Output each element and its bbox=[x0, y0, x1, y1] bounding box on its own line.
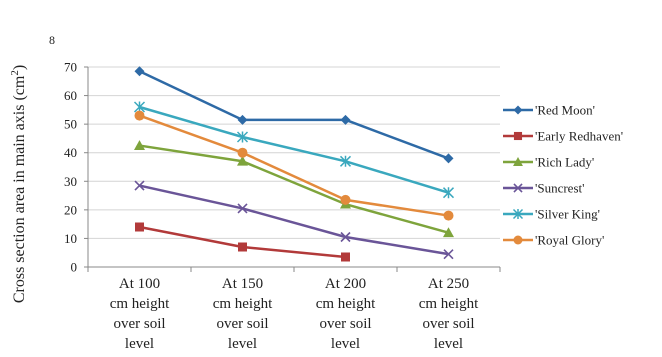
x-category-labels: At 100 cm height over soil level At 150 cm he… bbox=[110, 276, 479, 352]
legend-entry: 'Silver King' bbox=[503, 207, 600, 222]
data-point bbox=[339, 155, 352, 167]
legend-entry: 'Suncrest' bbox=[503, 181, 584, 196]
x-category-label: At 100 cm height over soil level bbox=[110, 276, 170, 352]
legend-label: 'Suncrest' bbox=[535, 181, 584, 196]
series-line bbox=[139, 225, 346, 259]
y-tick-label: 50 bbox=[64, 117, 77, 132]
data-point bbox=[134, 140, 145, 150]
data-point bbox=[236, 131, 249, 143]
data-point bbox=[134, 66, 145, 77]
y-tick-label: 40 bbox=[64, 145, 77, 160]
series-line bbox=[139, 144, 449, 234]
axes bbox=[84, 66, 501, 272]
data-point bbox=[443, 227, 454, 238]
data-point bbox=[340, 194, 351, 205]
x-category-label-line: level bbox=[331, 336, 360, 352]
y-tick-label: 60 bbox=[64, 88, 77, 103]
y-tick-label: 70 bbox=[64, 60, 77, 75]
legend-entry: 'Red Moon' bbox=[503, 103, 595, 118]
series-5 bbox=[134, 110, 454, 221]
data-point bbox=[443, 249, 454, 260]
data-point bbox=[513, 131, 523, 141]
x-category-label-line: over soil bbox=[319, 316, 371, 332]
y-tick-labels: 0 10 20 30 40 50 60 70 bbox=[64, 60, 77, 275]
x-category-label: At 150 cm height over soil level bbox=[213, 276, 273, 352]
gridlines bbox=[88, 66, 500, 239]
legend-label: 'Royal Glory' bbox=[535, 233, 604, 248]
x-category-label-line: level bbox=[125, 336, 154, 352]
data-point bbox=[513, 157, 523, 166]
x-category-label-line: over soil bbox=[422, 316, 474, 332]
x-category-label-line: cm height bbox=[316, 296, 376, 312]
y-axis-label: Cross section area in main axis (cm2) bbox=[9, 65, 28, 303]
y-tick-label: 20 bbox=[64, 202, 77, 217]
y-axis-label-sup: 2 bbox=[9, 70, 21, 76]
legend-label: 'Silver King' bbox=[535, 207, 600, 222]
x-category-label-line: At 150 bbox=[222, 276, 263, 292]
legend-label: 'Rich Lady' bbox=[535, 155, 594, 170]
legend-label: 'Red Moon' bbox=[535, 103, 595, 118]
data-point bbox=[134, 110, 145, 121]
x-category-label-line: At 200 bbox=[325, 276, 366, 292]
series-line bbox=[139, 105, 449, 194]
data-point bbox=[443, 210, 454, 221]
data-point bbox=[340, 231, 351, 243]
y-axis-label-main: Cross section area in main axis (cm bbox=[11, 75, 28, 303]
x-category-label-line: over soil bbox=[113, 316, 165, 332]
data-point bbox=[513, 183, 523, 193]
truncated-y-tick: 8 bbox=[49, 33, 55, 47]
y-tick-label: 0 bbox=[71, 260, 78, 275]
data-point bbox=[135, 222, 144, 232]
x-category-label-line: level bbox=[434, 336, 463, 352]
legend: 'Red Moon' 'Early Redhaven' 'Rich Lady' 'Su… bbox=[503, 103, 623, 248]
data-point bbox=[237, 155, 248, 166]
x-category-label-line: level bbox=[228, 336, 257, 352]
data-point bbox=[513, 105, 523, 115]
series-3 bbox=[134, 180, 454, 260]
data-point bbox=[237, 147, 248, 158]
x-category-label-line: cm height bbox=[213, 296, 273, 312]
legend-label: 'Early Redhaven' bbox=[535, 129, 623, 144]
x-category-label-line: At 250 bbox=[428, 276, 469, 292]
x-category-label-line: over soil bbox=[216, 316, 268, 332]
series-group bbox=[133, 66, 455, 262]
data-point bbox=[512, 208, 524, 220]
data-point bbox=[341, 252, 350, 262]
data-point bbox=[134, 180, 145, 191]
x-category-label-line: cm height bbox=[419, 296, 479, 312]
y-tick-label: 10 bbox=[64, 231, 77, 246]
data-point bbox=[442, 187, 455, 199]
series-line bbox=[138, 70, 449, 160]
legend-entry: 'Rich Lady' bbox=[503, 155, 594, 170]
data-point bbox=[340, 114, 351, 125]
data-point bbox=[513, 235, 523, 245]
x-category-label-line: cm height bbox=[110, 296, 170, 312]
series-line bbox=[139, 114, 449, 217]
series-1 bbox=[135, 222, 350, 262]
data-point bbox=[238, 242, 247, 252]
series-0 bbox=[134, 66, 454, 164]
data-point bbox=[237, 203, 248, 214]
x-category-label: At 250 cm height over soil level bbox=[419, 276, 479, 352]
x-category-label-line: At 100 bbox=[119, 276, 160, 292]
data-point bbox=[237, 114, 248, 125]
legend-entry: 'Early Redhaven' bbox=[503, 129, 623, 144]
series-line bbox=[139, 184, 449, 256]
legend-entry: 'Royal Glory' bbox=[503, 233, 604, 248]
y-tick-label: 30 bbox=[64, 174, 77, 189]
x-category-label: At 200 cm height over soil level bbox=[316, 276, 376, 352]
y-axis-label-close: ) bbox=[11, 65, 28, 70]
data-point bbox=[443, 153, 454, 164]
